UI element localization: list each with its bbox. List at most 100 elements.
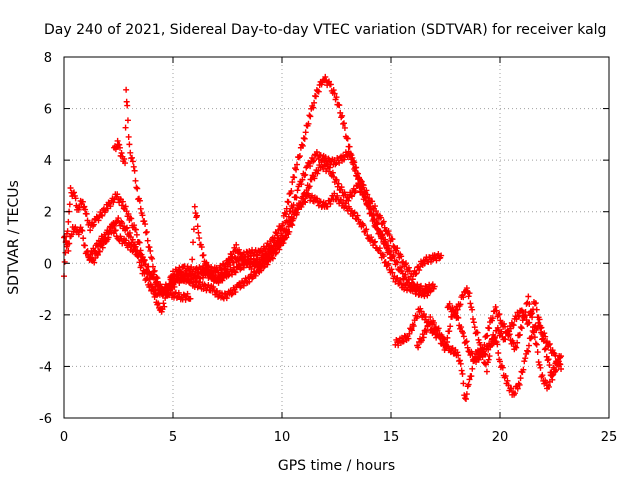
- data-point: [225, 255, 232, 262]
- data-point: [280, 240, 287, 247]
- data-point: [317, 152, 324, 159]
- data-point: [240, 282, 247, 289]
- data-point: [469, 365, 476, 372]
- data-point: [71, 189, 78, 196]
- data-point: [131, 222, 138, 229]
- data-point: [377, 214, 384, 221]
- data-point: [219, 277, 226, 284]
- data-point: [372, 208, 379, 215]
- data-point: [532, 340, 539, 347]
- data-point: [501, 320, 508, 327]
- data-point: [75, 231, 82, 238]
- data-point: [130, 163, 137, 170]
- data-point: [114, 137, 121, 144]
- data-point: [138, 262, 145, 269]
- data-point: [236, 249, 243, 256]
- data-point: [455, 352, 462, 359]
- data-point: [546, 362, 553, 369]
- data-point: [178, 277, 185, 284]
- data-point: [169, 280, 176, 287]
- data-point: [144, 275, 151, 282]
- data-point: [420, 334, 427, 341]
- data-point: [540, 338, 547, 345]
- data-point: [408, 327, 415, 334]
- data-point: [335, 180, 342, 187]
- y-tick-label: 6: [44, 103, 52, 118]
- data-point: [124, 102, 131, 109]
- data-point: [312, 93, 319, 100]
- data-point: [223, 267, 230, 274]
- data-point: [371, 239, 378, 246]
- x-tick-label: 0: [60, 430, 68, 445]
- data-point: [426, 285, 433, 292]
- data-point: [405, 281, 412, 288]
- data-point: [143, 228, 150, 235]
- data-point: [187, 295, 194, 302]
- data-point: [121, 155, 128, 162]
- data-point: [528, 311, 535, 318]
- data-point: [365, 199, 372, 206]
- data-point: [368, 234, 375, 241]
- data-point: [480, 346, 487, 353]
- y-axis-label: SDTVAR / TECUs: [6, 180, 22, 295]
- data-point: [405, 335, 412, 342]
- data-point: [498, 328, 505, 335]
- data-point: [388, 255, 394, 262]
- data-point: [67, 185, 74, 192]
- series-trace-7: [444, 293, 565, 392]
- data-point: [91, 259, 98, 266]
- data-point: [498, 320, 505, 327]
- data-point: [94, 251, 101, 258]
- data-point: [368, 206, 375, 213]
- data-point: [258, 267, 265, 274]
- data-point: [83, 248, 90, 255]
- data-point: [99, 212, 106, 219]
- data-point: [161, 303, 168, 310]
- data-point: [107, 203, 114, 210]
- data-point: [114, 191, 121, 198]
- data-point: [386, 232, 393, 239]
- data-point: [327, 200, 334, 207]
- data-point: [175, 289, 182, 296]
- data-point: [317, 198, 324, 205]
- data-point: [372, 238, 379, 245]
- data-point: [116, 144, 123, 151]
- data-point: [444, 339, 451, 346]
- data-point: [252, 272, 259, 279]
- data-point: [364, 202, 371, 209]
- data-point: [305, 120, 312, 127]
- data-point: [516, 381, 523, 388]
- data-point: [505, 382, 512, 389]
- data-point: [282, 211, 289, 218]
- data-point: [362, 194, 369, 201]
- x-tick-label: 5: [169, 430, 177, 445]
- data-point: [324, 203, 331, 210]
- data-point: [144, 237, 151, 244]
- data-point: [228, 291, 235, 298]
- data-point: [514, 385, 521, 392]
- data-point: [506, 331, 513, 338]
- x-tick-label: 25: [601, 430, 618, 445]
- data-point: [463, 391, 470, 398]
- data-point: [125, 210, 132, 217]
- data-point: [285, 199, 292, 206]
- data-point: [283, 205, 290, 212]
- data-point: [546, 340, 553, 347]
- data-point: [492, 303, 499, 310]
- data-point: [399, 270, 406, 277]
- data-point: [65, 247, 72, 254]
- data-point: [64, 228, 71, 235]
- data-point: [539, 372, 546, 379]
- data-point: [494, 341, 501, 348]
- data-point: [66, 240, 73, 247]
- data-point: [260, 264, 267, 271]
- data-point: [155, 300, 162, 307]
- data-point: [106, 229, 113, 236]
- data-point: [502, 336, 509, 343]
- data-point: [195, 229, 202, 236]
- data-point: [296, 153, 303, 160]
- data-point: [126, 141, 133, 148]
- data-point: [92, 248, 99, 255]
- data-point: [136, 250, 143, 257]
- data-point: [141, 257, 148, 264]
